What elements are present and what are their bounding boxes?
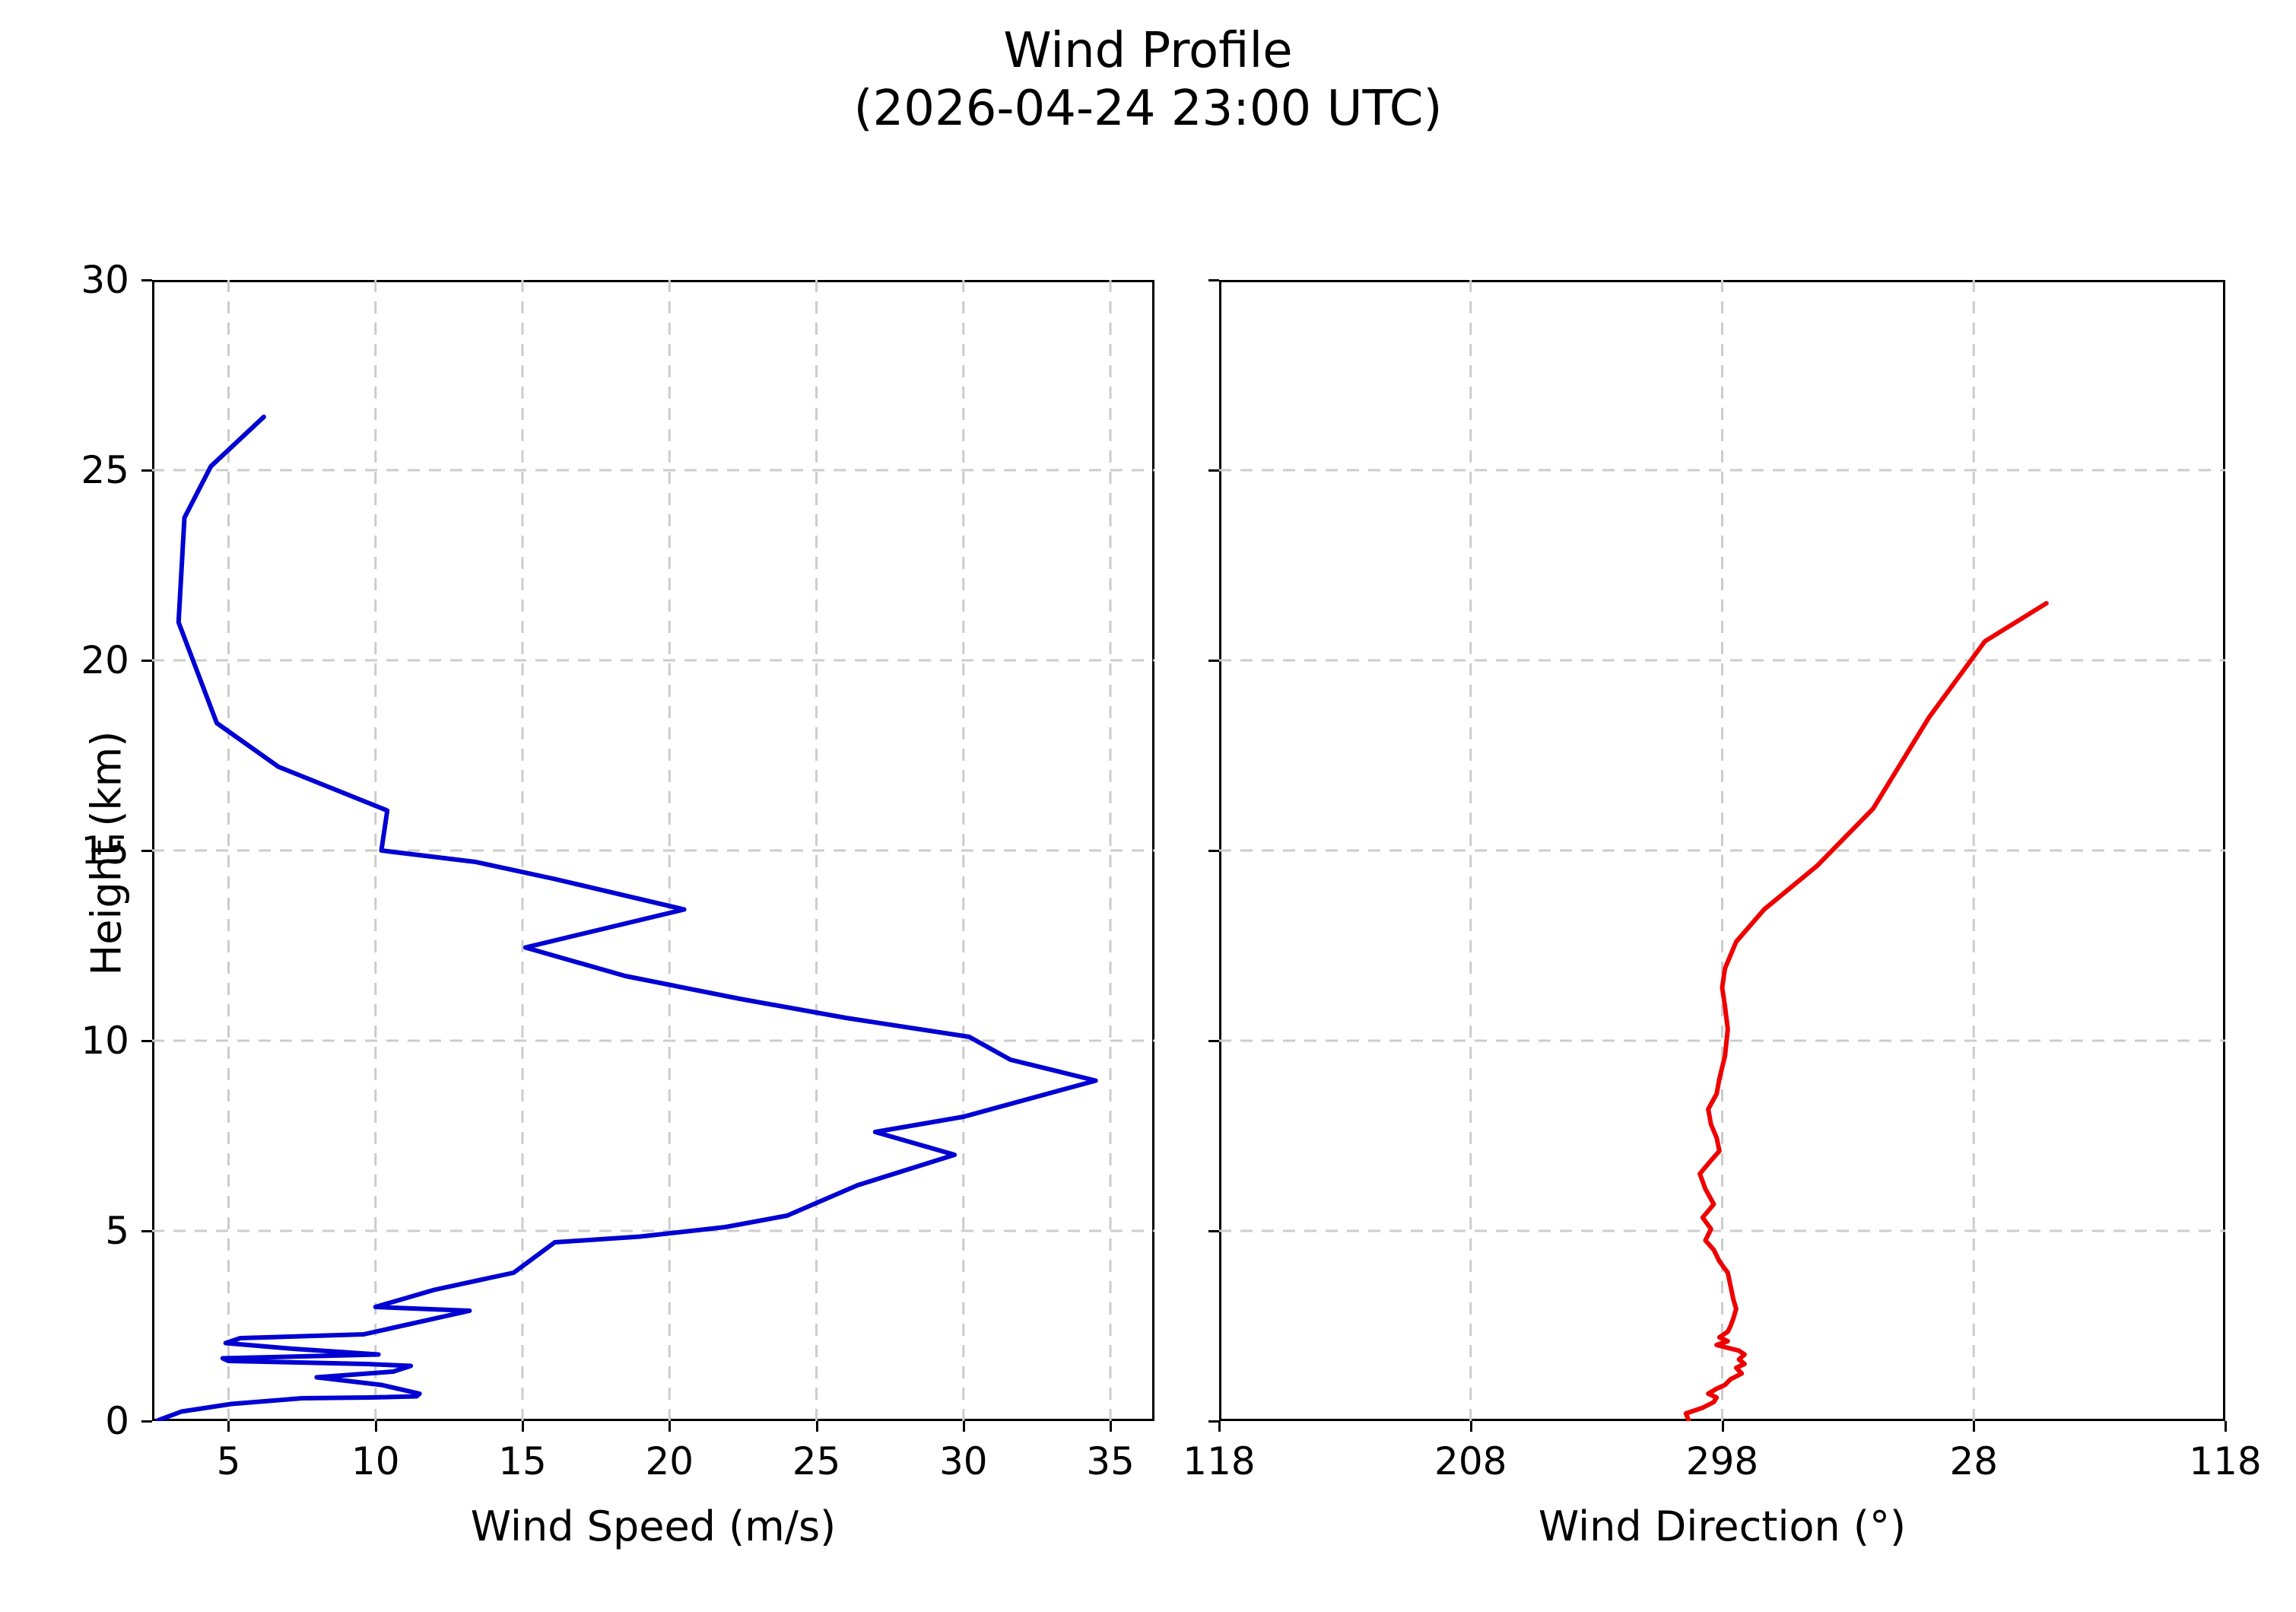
y-tick-mark: [1208, 1040, 1219, 1042]
y-tick-label: 10: [81, 1019, 129, 1063]
y-tick-mark: [141, 660, 152, 662]
x-axis-label-right: Wind Direction (°): [1538, 1502, 1907, 1550]
y-tick-mark: [1208, 850, 1219, 852]
y-tick-mark: [1208, 279, 1219, 281]
x-tick-mark: [2225, 1421, 2227, 1432]
x-tick-label: 15: [498, 1439, 547, 1483]
y-tick-mark: [1208, 469, 1219, 472]
x-tick-label: 5: [216, 1439, 241, 1483]
x-tick-mark: [668, 1421, 672, 1432]
y-tick-mark: [141, 850, 152, 852]
y-tick-mark: [141, 1420, 152, 1423]
x-tick-mark: [374, 1421, 377, 1432]
x-tick-label: 20: [645, 1439, 694, 1483]
y-tick-mark: [141, 1040, 152, 1042]
x-tick-mark: [1218, 1421, 1221, 1432]
x-tick-label: 118: [2189, 1439, 2262, 1483]
x-tick-label: 30: [938, 1439, 988, 1483]
y-tick-mark: [1208, 1420, 1219, 1423]
x-axis-label-left: Wind Speed (m/s): [470, 1502, 837, 1550]
x-tick-label: 35: [1086, 1439, 1135, 1483]
y-tick-mark: [1208, 1230, 1219, 1232]
y-tick-label: 15: [81, 828, 129, 873]
figure-title: Wind Profile (2026-04-24 23:00 UTC): [853, 23, 1443, 137]
x-tick-mark: [522, 1421, 524, 1432]
y-tick-mark: [1208, 660, 1219, 662]
x-tick-mark: [962, 1421, 965, 1432]
y-tick-label: 20: [81, 638, 129, 682]
x-tick-label: 28: [1949, 1439, 1999, 1483]
x-tick-label: 25: [792, 1439, 841, 1483]
wind-speed-panel: [152, 280, 1154, 1421]
x-tick-mark: [1469, 1421, 1472, 1432]
x-tick-label: 118: [1183, 1439, 1256, 1483]
wind-direction-panel: [1219, 280, 2225, 1421]
x-tick-mark: [1721, 1421, 1724, 1432]
x-tick-mark: [1110, 1421, 1113, 1432]
x-tick-label: 298: [1685, 1439, 1759, 1483]
y-tick-label: 30: [81, 258, 129, 302]
y-tick-mark: [141, 279, 152, 281]
y-tick-label: 5: [105, 1209, 129, 1253]
x-tick-mark: [227, 1421, 230, 1432]
x-tick-mark: [815, 1421, 818, 1432]
y-tick-mark: [141, 469, 152, 472]
x-tick-label: 10: [351, 1439, 400, 1483]
wind-direction-plot-area: [1219, 280, 2225, 1421]
data-series-line: [1683, 601, 2049, 1421]
data-series-line: [155, 415, 1098, 1421]
y-tick-mark: [141, 1230, 152, 1232]
y-tick-label: 0: [105, 1399, 129, 1443]
y-tick-label: 25: [81, 448, 129, 492]
wind-speed-plot-area: [152, 280, 1154, 1421]
x-tick-label: 208: [1434, 1439, 1507, 1483]
x-tick-mark: [1973, 1421, 1976, 1432]
